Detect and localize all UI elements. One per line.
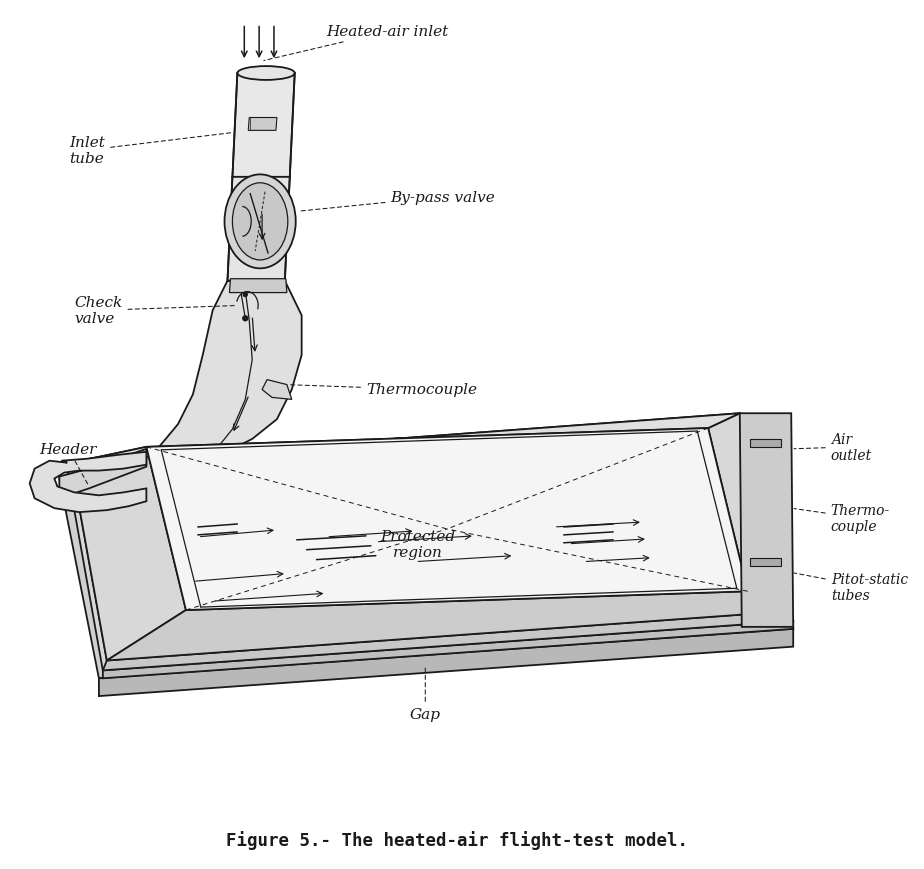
Polygon shape — [71, 448, 186, 660]
Polygon shape — [99, 629, 793, 696]
Text: Check
valve: Check valve — [74, 296, 237, 326]
Polygon shape — [59, 449, 146, 499]
Text: Heated-air inlet: Heated-air inlet — [264, 25, 449, 62]
Polygon shape — [249, 118, 277, 131]
Polygon shape — [227, 177, 290, 282]
Ellipse shape — [237, 67, 295, 81]
Text: Thermocouple: Thermocouple — [287, 383, 477, 397]
Polygon shape — [233, 74, 295, 177]
Polygon shape — [59, 429, 793, 679]
Polygon shape — [103, 621, 793, 679]
Circle shape — [243, 293, 248, 297]
Text: Air
outlet: Air outlet — [794, 432, 872, 462]
Text: Header: Header — [40, 442, 97, 484]
Polygon shape — [103, 611, 793, 671]
Text: Protected
region: Protected region — [380, 529, 455, 560]
Ellipse shape — [225, 176, 296, 269]
Polygon shape — [229, 280, 286, 293]
Text: Gap: Gap — [409, 667, 441, 721]
Text: Inlet
tube: Inlet tube — [69, 134, 232, 166]
Polygon shape — [67, 421, 793, 671]
Polygon shape — [708, 414, 791, 611]
Ellipse shape — [233, 183, 287, 261]
Polygon shape — [262, 380, 292, 400]
Polygon shape — [749, 440, 782, 448]
Polygon shape — [749, 558, 782, 566]
Text: By-pass valve: By-pass valve — [298, 190, 495, 212]
Polygon shape — [71, 414, 740, 463]
Text: Thermo-
couple: Thermo- couple — [794, 503, 890, 534]
Text: Pitot-static
tubes: Pitot-static tubes — [794, 573, 908, 603]
Circle shape — [243, 316, 248, 322]
Polygon shape — [71, 414, 791, 660]
Polygon shape — [146, 428, 748, 610]
Polygon shape — [107, 592, 791, 660]
Polygon shape — [103, 282, 301, 489]
Polygon shape — [740, 414, 793, 627]
Text: Figure 5.- The heated-air flight-test model.: Figure 5.- The heated-air flight-test mo… — [226, 830, 688, 849]
Polygon shape — [30, 452, 146, 513]
